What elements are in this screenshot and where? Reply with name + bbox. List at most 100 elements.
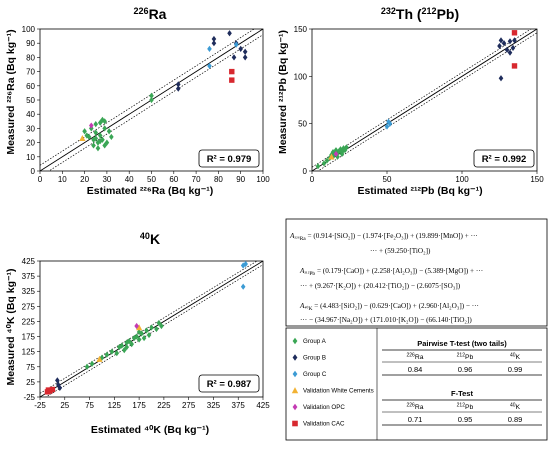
chart-pb-series-group_c [384, 118, 393, 130]
chart-pb-frame [311, 28, 538, 172]
chart-ra-point-group_b [175, 81, 181, 88]
chart-ra-xtick-label: 100 [256, 175, 270, 184]
chart-k-series-group_a [84, 319, 164, 370]
chart-ra-xtick-label: 70 [192, 175, 201, 184]
equation-pb-line1: A²¹²Pb = (0.179·[CaO]) + (2.258·[Al₂O₃])… [299, 267, 483, 277]
chart-k-xtick-label: 75 [85, 401, 94, 410]
chart-ra-ytick-label: 10 [26, 153, 35, 162]
chart-pb-point-cac [511, 30, 518, 36]
chart-ra-point-group_c [207, 62, 212, 70]
chart-pb-xtick-label: 100 [455, 175, 469, 184]
ftest-header-ra: 226Ra [406, 403, 423, 412]
chart-k-point-group_a [124, 344, 130, 351]
chart-ra-point-group_c [233, 41, 239, 48]
chart-pb-point-cac [511, 63, 518, 69]
chart-k-point-group_a [141, 334, 147, 342]
chart-k-ytick-label: 425 [22, 257, 36, 266]
chart-ra-point-group_b [242, 48, 248, 55]
legend-marker-group_a [292, 337, 298, 345]
equation-ra-line2: ··· + (59.250·[TiO₂]) [370, 247, 431, 255]
chart-ra-xtick-label: 30 [102, 175, 111, 184]
chart-k-xtick-label: 275 [182, 401, 196, 410]
ttest-header-pb: 212Pb [457, 353, 474, 362]
chart-ra-point-opc [88, 122, 94, 129]
chart-pb-fit-line [312, 29, 537, 171]
chart-ra-point-group_a [149, 96, 154, 104]
chart-k-xtick-label: 25 [60, 401, 69, 410]
chart-k-ytick-label: -25 [23, 393, 35, 402]
chart-ra-xtick-label: 40 [125, 175, 134, 184]
chart-ra-ylabel: Measured ²²⁶Ra (Bq kg⁻¹) [5, 29, 17, 154]
chart-ra-point-group_a [97, 132, 103, 139]
chart-ra-xtick-label: 20 [80, 175, 89, 184]
ttest-value-ra: 0.84 [408, 365, 423, 374]
chart-pb-point-group_b [498, 75, 504, 82]
chart-k-ytick-label: 125 [22, 348, 36, 357]
chart-ra-point-group_a [97, 138, 103, 145]
chart-k-xlabel: Estimated ⁴⁰K (Bq kg⁻¹) [91, 424, 209, 436]
chart-pb-point-white_cements [328, 153, 335, 160]
chart-k-point-cac [45, 387, 52, 393]
chart-pb-confidence-lower [317, 32, 537, 171]
chart-k-point-group_a [119, 342, 125, 349]
chart-ra-point-group_a [86, 133, 92, 141]
chart-ra-ytick-label: 60 [26, 82, 35, 91]
ttest-header-ra: 226Ra [406, 353, 423, 362]
chart-k-title: 40K [140, 231, 160, 247]
chart-pb-xlabel: Estimated ²¹²Pb (Bq kg⁻¹) [357, 185, 482, 197]
ttest-value-pb: 0.96 [458, 365, 473, 374]
equation-pb-line2: ··· + (9.267·[K₂O]) + (20.412·[TiO₂]) − … [300, 282, 461, 290]
chart-k-point-group_b [55, 377, 60, 384]
chart-pb-r2-box [473, 149, 535, 168]
ftest-header-pb: 212Pb [457, 403, 474, 412]
chart-k-ytick-label: 175 [22, 333, 36, 342]
chart-ra-point-cac [229, 68, 235, 75]
chart-pb-r2: R² = 0.992 [482, 154, 527, 165]
chart-ra: 226Ra 0 10 20 30 40 50 60 70 80 90 100 0 10 20 30 40 50 6… [5, 6, 270, 197]
chart-k-series-white_cements [96, 324, 143, 362]
chart-k-point-group_a [126, 337, 132, 345]
chart-k-xtick-label: -25 [34, 401, 46, 410]
chart-pb-series-cac [511, 30, 518, 69]
chart-pb-ytick-label: 100 [294, 72, 308, 81]
legend-marker-cac [292, 420, 298, 427]
chart-ra-xtick-label: 50 [147, 175, 156, 184]
chart-pb-point-group_b [507, 49, 513, 56]
chart-pb-point-group_c [384, 123, 390, 130]
legend: Group A Group B Group C Validation White Ce… [291, 337, 374, 428]
legend-label-cac: Validation CAC [303, 421, 345, 428]
chart-k-point-cac [49, 386, 56, 393]
chart-ra-point-group_b [238, 45, 243, 52]
ttest-value-k: 0.99 [508, 365, 523, 374]
chart-ra-plot: 0 10 20 30 40 50 60 70 80 90 100 0 10 20 30 40 50 60 70 80 9… [22, 25, 271, 184]
chart-ra-point-group_a [109, 133, 114, 141]
chart-k-point-white_cements [136, 324, 143, 331]
chart-ra-point-group_b [242, 54, 248, 61]
chart-pb-point-group_a [344, 144, 349, 151]
chart-k-point-opc [134, 322, 139, 330]
chart-k-point-group_a [129, 341, 134, 348]
ftest-table: F-Test 226Ra 212Pb 40K 0.71 0.95 0.89 [382, 389, 542, 426]
chart-ra-point-group_b [231, 54, 237, 61]
chart-ra-ytick-label: 90 [26, 39, 35, 48]
chart-pb-point-group_a [324, 157, 330, 164]
chart-pb-point-group_a [315, 163, 321, 170]
chart-k-r2: R² = 0.987 [207, 379, 252, 390]
chart-pb-plot: 0 50 100 150 0 50 100 150 [294, 25, 545, 184]
chart-pb-xtick-label: 150 [530, 175, 544, 184]
chart-k-series-group_c [240, 260, 248, 290]
chart-ra-point-group_a [149, 92, 154, 99]
chart-ra-xtick-label: 10 [58, 175, 67, 184]
chart-pb-series-group_a [315, 144, 349, 170]
chart-k-point-group_a [89, 360, 95, 367]
chart-ra-ytick-label: 40 [26, 110, 35, 119]
chart-pb-point-group_b [497, 42, 502, 50]
ftest-value-pb: 0.95 [458, 415, 473, 424]
chart-k-point-white_cements [96, 355, 103, 362]
chart-k-point-group_a [104, 351, 110, 358]
chart-k-point-group_b [56, 381, 61, 389]
chart-ra-point-group_a [93, 121, 99, 128]
chart-pb-ytick-label: 0 [303, 167, 308, 176]
chart-k-ytick-label: 375 [22, 272, 36, 281]
